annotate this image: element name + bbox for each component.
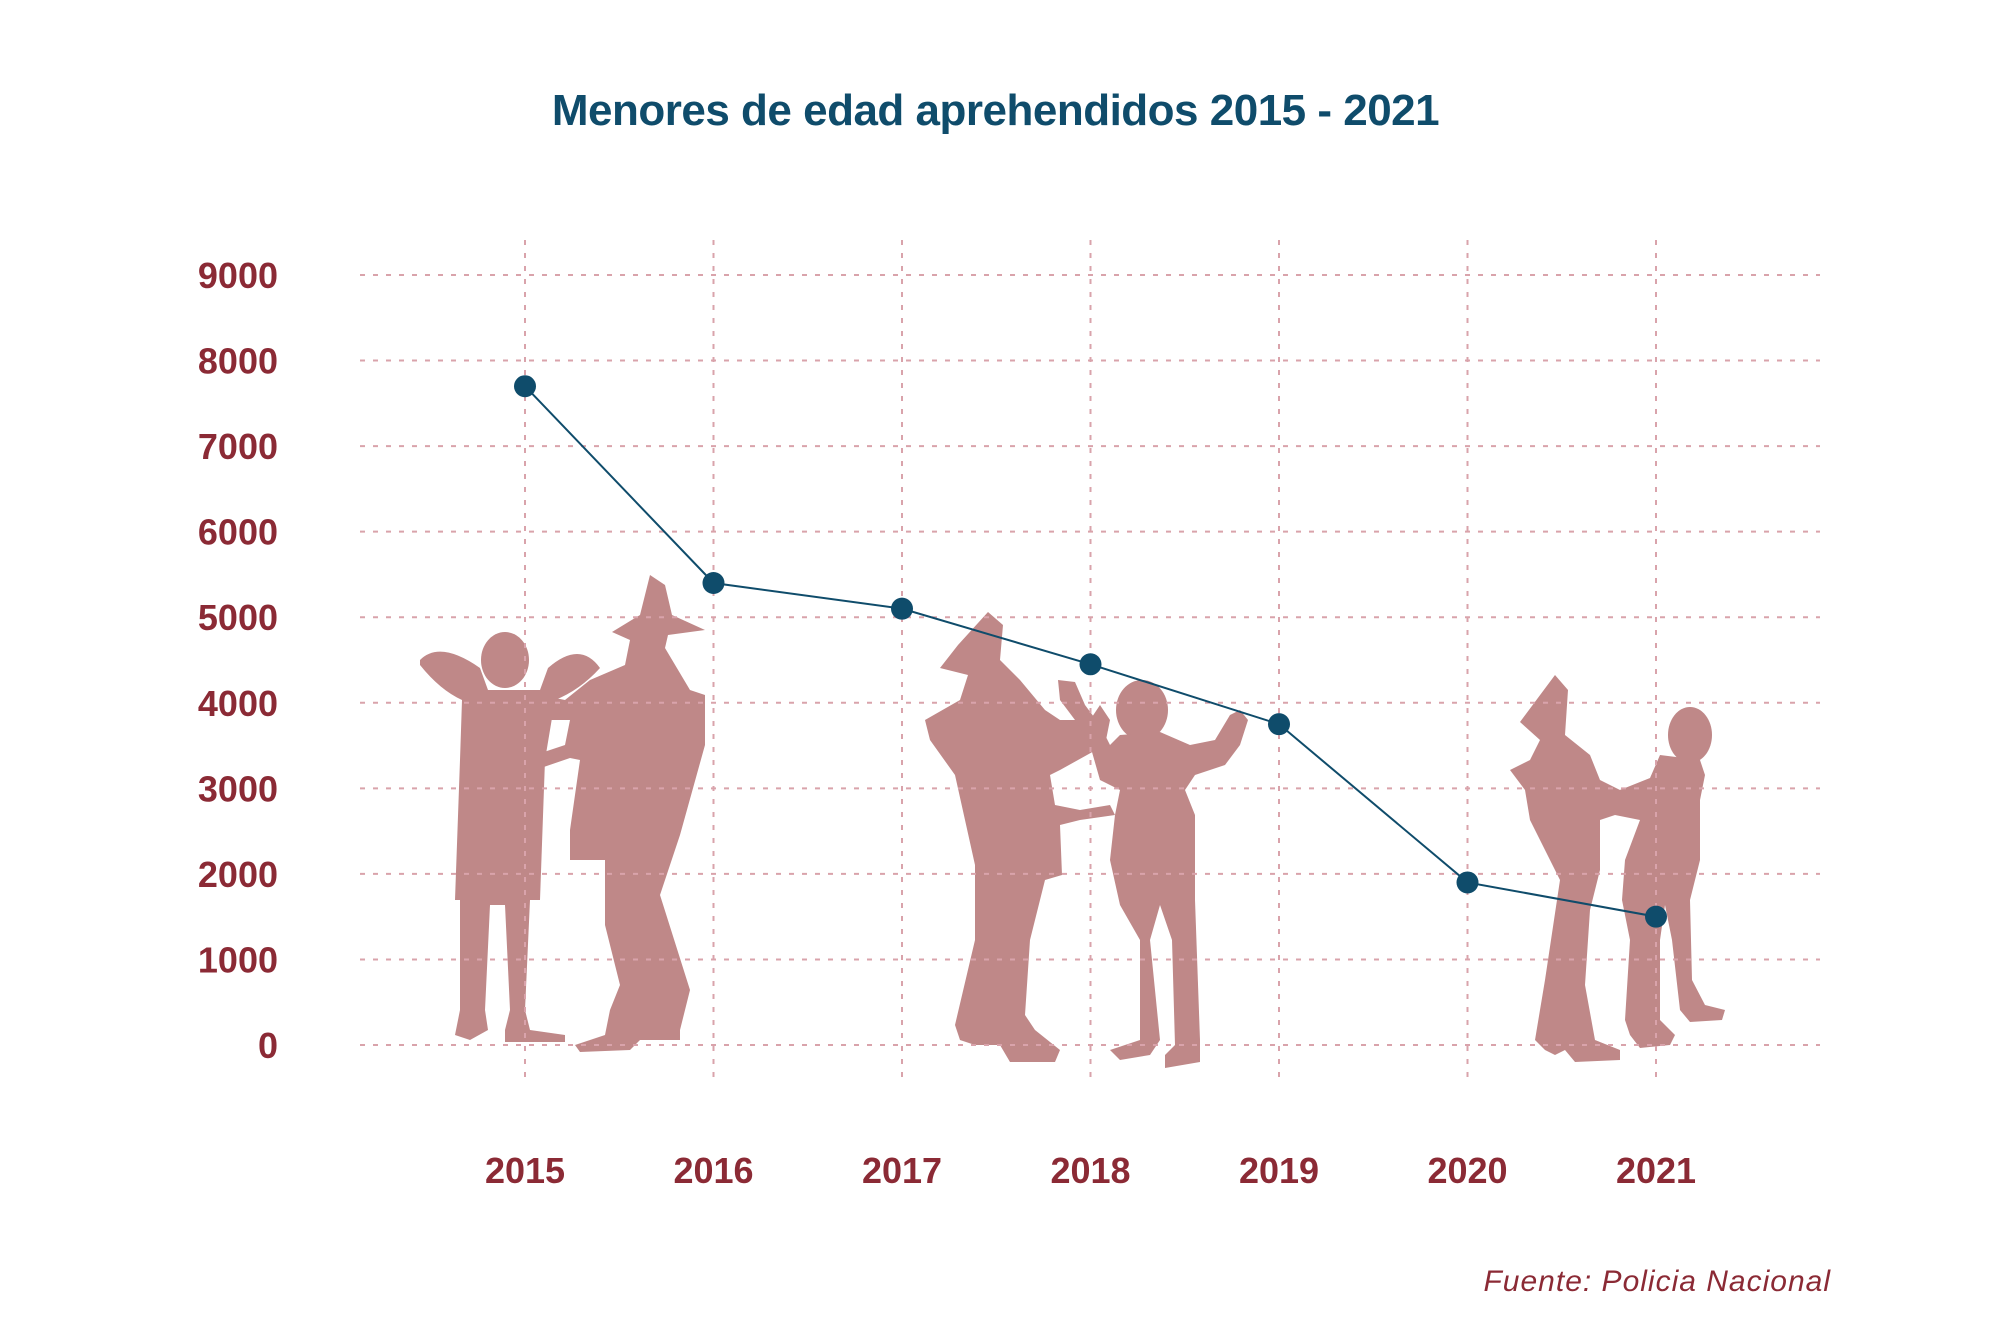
x-tick-label: 2021 [1616,1150,1696,1191]
y-tick-label: 4000 [198,683,278,724]
data-point [702,572,725,594]
data-point [514,375,536,398]
data-point [1268,713,1290,736]
y-tick-label: 7000 [198,426,278,467]
y-tick-label: 9000 [198,255,278,296]
y-tick-label: 0 [258,1025,278,1066]
x-tick-label: 2020 [1427,1150,1507,1191]
x-tick-label: 2016 [673,1150,753,1191]
teen-silhouette-icon [1615,707,1725,1048]
data-point [1456,871,1479,894]
x-axis: 2015 2016 2017 2018 2019 2020 2021 [485,1150,1696,1191]
x-tick-label: 2015 [485,1150,565,1191]
chart-title: Menores de edad aprehendidos 2015 - 2021 [551,86,1440,135]
y-tick-label: 5000 [198,597,278,638]
source-note: Fuente: Policia Nacional [1483,1265,1831,1298]
officer-silhouette-icon [925,612,1115,1062]
data-point [891,597,913,620]
x-tick-label: 2018 [1050,1150,1130,1191]
officer-silhouette-icon [530,575,705,1052]
y-tick-label: 8000 [198,341,278,382]
data-point [1079,653,1102,676]
y-tick-label: 3000 [198,768,278,809]
silhouette-illustrations [420,575,1725,1068]
y-tick-label: 2000 [198,854,278,895]
y-tick-label: 1000 [198,939,278,980]
data-markers [514,375,1667,928]
x-tick-label: 2017 [862,1150,942,1191]
data-point [1645,905,1667,928]
officer-silhouette-icon [1510,675,1650,1062]
y-tick-label: 6000 [198,512,278,553]
x-tick-label: 2019 [1239,1150,1319,1191]
teen-silhouette-icon [420,632,600,1042]
y-axis: 0 1000 2000 3000 4000 5000 6000 7000 8000 9000 [198,255,278,1066]
